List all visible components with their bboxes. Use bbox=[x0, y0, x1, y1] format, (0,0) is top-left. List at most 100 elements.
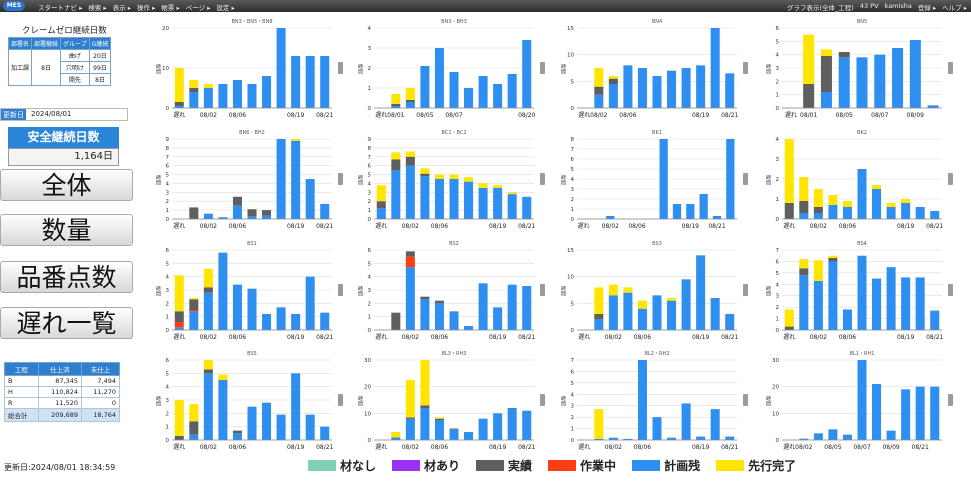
bar-plan[interactable] bbox=[667, 437, 677, 440]
chart-scroll-handle[interactable] bbox=[540, 173, 545, 185]
bar-early[interactable] bbox=[376, 185, 386, 202]
bar-plan[interactable] bbox=[672, 204, 682, 219]
bar-plan[interactable] bbox=[420, 66, 430, 108]
bar-plan[interactable] bbox=[291, 56, 301, 108]
bar-early[interactable] bbox=[608, 76, 618, 79]
bar-plan[interactable] bbox=[637, 360, 647, 440]
bar-plan[interactable] bbox=[813, 213, 823, 219]
bar-plan[interactable] bbox=[667, 70, 677, 108]
bar-plan[interactable] bbox=[652, 76, 662, 108]
bar-plan[interactable] bbox=[594, 319, 604, 330]
bar-actual[interactable] bbox=[405, 417, 415, 419]
bar-plan[interactable] bbox=[493, 84, 503, 108]
bar-early[interactable] bbox=[391, 432, 401, 438]
bar-actual[interactable] bbox=[799, 268, 809, 276]
bar-plan[interactable] bbox=[478, 283, 488, 330]
bar-plan[interactable] bbox=[434, 420, 444, 440]
bar-plan[interactable] bbox=[623, 65, 633, 108]
bar-actual[interactable] bbox=[203, 287, 213, 293]
bar-plan[interactable] bbox=[405, 102, 415, 108]
bar-early[interactable] bbox=[218, 374, 228, 380]
bar-actual[interactable] bbox=[813, 207, 823, 213]
bar-plan[interactable] bbox=[464, 326, 474, 330]
bar-plan[interactable] bbox=[478, 418, 488, 440]
bar-plan[interactable] bbox=[507, 194, 517, 219]
bar-plan[interactable] bbox=[232, 205, 242, 219]
bar-plan[interactable] bbox=[872, 278, 882, 330]
bar-plan[interactable] bbox=[696, 65, 706, 108]
bar-early[interactable] bbox=[886, 203, 896, 207]
bar-early[interactable] bbox=[799, 177, 809, 201]
bar-plan[interactable] bbox=[710, 409, 720, 440]
bar-plan[interactable] bbox=[828, 261, 838, 330]
bar-plan[interactable] bbox=[813, 433, 823, 440]
bar-actual[interactable] bbox=[449, 428, 459, 430]
bar-plan[interactable] bbox=[276, 414, 286, 440]
bar-actual[interactable] bbox=[434, 300, 444, 304]
menu-operation[interactable]: 操作 ▸ bbox=[137, 4, 156, 12]
bar-early[interactable] bbox=[623, 287, 633, 293]
bar-actual[interactable] bbox=[799, 201, 809, 213]
bar-plan[interactable] bbox=[608, 295, 618, 330]
menu-register[interactable]: 登録 ▸ bbox=[917, 4, 937, 12]
bar-early[interactable] bbox=[828, 195, 838, 205]
bar-plan[interactable] bbox=[507, 284, 517, 330]
bar-plan[interactable] bbox=[820, 92, 832, 108]
bar-plan[interactable] bbox=[652, 417, 662, 440]
bar-actual[interactable] bbox=[391, 159, 401, 171]
bar-actual[interactable] bbox=[420, 405, 430, 408]
bar-plan[interactable] bbox=[710, 298, 720, 330]
bar-actual[interactable] bbox=[594, 314, 604, 320]
bar-early[interactable] bbox=[820, 49, 832, 56]
chart-scroll-handle[interactable] bbox=[338, 62, 343, 74]
bar-plan[interactable] bbox=[478, 187, 488, 219]
bar-early[interactable] bbox=[464, 177, 474, 182]
bar-plan[interactable] bbox=[522, 286, 532, 330]
bar-actual[interactable] bbox=[828, 258, 838, 262]
bar-actual[interactable] bbox=[784, 203, 794, 219]
menu-page[interactable]: ページ ▸ bbox=[185, 4, 211, 12]
bar-plan[interactable] bbox=[915, 277, 925, 330]
bar-plan[interactable] bbox=[464, 88, 474, 108]
legend-item[interactable]: 実績 bbox=[476, 457, 532, 474]
bar-actual[interactable] bbox=[174, 436, 184, 440]
bar-plan[interactable] bbox=[842, 207, 852, 219]
bar-plan[interactable] bbox=[218, 252, 228, 330]
bar-plan[interactable] bbox=[909, 40, 921, 108]
bar-plan[interactable] bbox=[828, 205, 838, 219]
bar-plan[interactable] bbox=[262, 314, 272, 330]
bar-plan[interactable] bbox=[594, 94, 604, 108]
bar-plan[interactable] bbox=[218, 84, 228, 108]
bar-plan[interactable] bbox=[872, 189, 882, 219]
bar-early[interactable] bbox=[405, 380, 415, 418]
bar-early[interactable] bbox=[493, 185, 503, 188]
bar-plan[interactable] bbox=[623, 292, 633, 330]
bar-actual[interactable] bbox=[405, 251, 415, 257]
bar-plan[interactable] bbox=[291, 140, 301, 219]
bar-plan[interactable] bbox=[842, 434, 852, 440]
bar-plan[interactable] bbox=[320, 203, 330, 219]
bar-early[interactable] bbox=[391, 152, 401, 160]
bar-early[interactable] bbox=[784, 309, 794, 327]
bar-plan[interactable] bbox=[608, 437, 618, 440]
menu-start-navi[interactable]: スタートナビ ▸ bbox=[38, 4, 83, 12]
bar-plan[interactable] bbox=[652, 295, 662, 330]
bar-plan[interactable] bbox=[856, 57, 868, 108]
bar-actual[interactable] bbox=[232, 196, 242, 206]
bar-early[interactable] bbox=[189, 298, 199, 300]
bar-early[interactable] bbox=[189, 404, 199, 422]
bar-plan[interactable] bbox=[725, 314, 735, 330]
bar-plan[interactable] bbox=[305, 414, 315, 440]
bar-actual[interactable] bbox=[391, 312, 401, 330]
legend-item[interactable]: 先行完了 bbox=[716, 457, 796, 474]
bar-actual[interactable] bbox=[594, 86, 604, 95]
bar-plan[interactable] bbox=[376, 208, 386, 219]
bar-early[interactable] bbox=[189, 80, 199, 88]
bar-actual[interactable] bbox=[391, 104, 401, 106]
part-count-button[interactable]: 品番点数 bbox=[0, 261, 133, 293]
bar-working[interactable] bbox=[405, 256, 415, 268]
bar-plan[interactable] bbox=[901, 389, 911, 440]
bar-plan[interactable] bbox=[320, 312, 330, 330]
bar-plan[interactable] bbox=[874, 54, 886, 108]
bar-plan[interactable] bbox=[799, 438, 809, 440]
